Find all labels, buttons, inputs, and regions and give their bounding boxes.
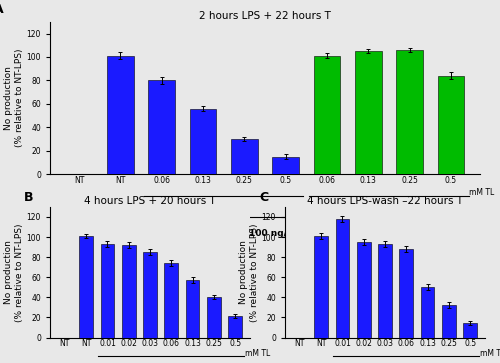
Bar xyxy=(272,157,299,174)
Text: C: C xyxy=(259,191,268,204)
Y-axis label: No production
(% relative to NT-LPS): No production (% relative to NT-LPS) xyxy=(4,223,24,322)
Text: mM TL: mM TL xyxy=(470,188,494,197)
Title: 4 hours LPS + 20 hours T: 4 hours LPS + 20 hours T xyxy=(84,196,216,206)
Bar xyxy=(207,297,220,338)
Title: 2 hours LPS + 22 hours T: 2 hours LPS + 22 hours T xyxy=(199,11,331,21)
Y-axis label: No production
(% relative to NT-LPS): No production (% relative to NT-LPS) xyxy=(240,223,258,322)
Text: A: A xyxy=(0,4,4,16)
Text: ω-liposomes: ω-liposomes xyxy=(200,208,248,217)
Title: 4 hours LPS-wash –22 hours T: 4 hours LPS-wash –22 hours T xyxy=(307,196,463,206)
Bar xyxy=(80,236,93,338)
Text: mM TL: mM TL xyxy=(244,349,270,358)
Bar xyxy=(122,245,136,338)
Bar xyxy=(190,109,216,174)
Bar xyxy=(148,81,175,174)
Bar xyxy=(100,244,114,338)
Bar xyxy=(463,322,477,338)
Bar xyxy=(420,287,434,338)
Bar xyxy=(438,76,464,174)
Bar xyxy=(164,263,178,338)
Bar xyxy=(336,219,349,338)
Bar xyxy=(400,249,413,338)
Bar xyxy=(143,252,157,338)
Text: mM TL: mM TL xyxy=(480,349,500,358)
Text: B: B xyxy=(24,191,34,204)
Text: LPS (100 ng/mL): LPS (100 ng/mL) xyxy=(224,229,306,238)
Bar xyxy=(314,236,328,338)
Bar xyxy=(228,317,242,338)
Text: C-liposomes: C-liposomes xyxy=(366,208,412,217)
Y-axis label: No production
(% relative to NT-LPS): No production (% relative to NT-LPS) xyxy=(4,49,24,147)
Bar xyxy=(396,50,423,174)
Bar xyxy=(355,51,382,174)
Bar xyxy=(357,242,370,338)
Bar xyxy=(231,139,258,174)
Bar xyxy=(314,56,340,174)
Bar xyxy=(186,280,200,338)
Bar xyxy=(442,305,456,338)
Bar xyxy=(107,56,134,174)
Bar xyxy=(378,244,392,338)
